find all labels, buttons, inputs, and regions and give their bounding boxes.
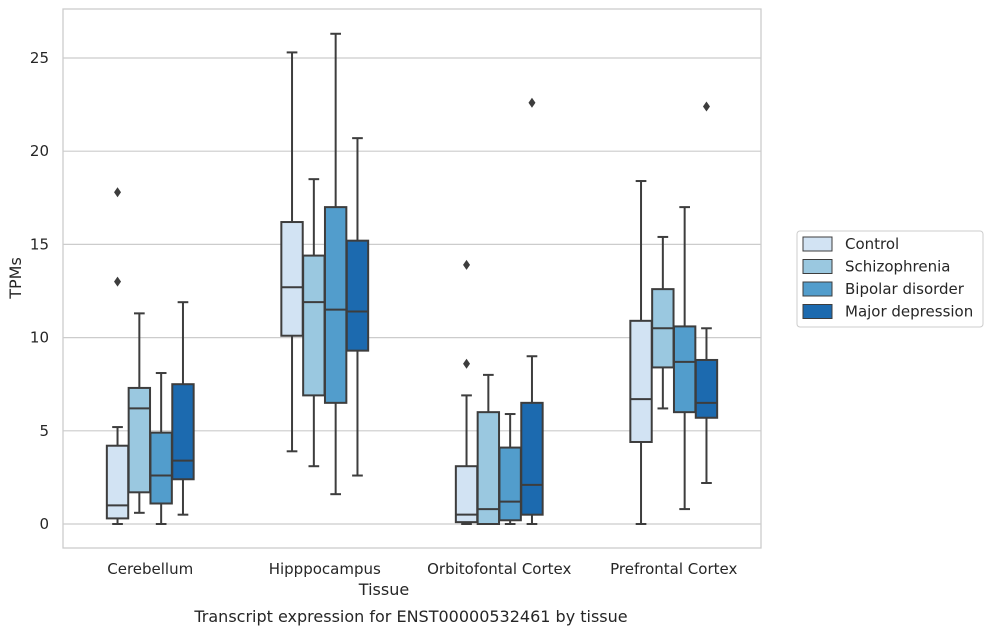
x-tick-labels: Cerebellum Hipppocampus Orbitofontal Corte… (107, 560, 737, 578)
legend-swatch-bipolar-disorder (802, 281, 833, 297)
box-iqr (323, 206, 348, 404)
box-bipolar-disorder-2 (498, 413, 522, 525)
legend-swatch-major-depression (802, 304, 833, 319)
box-iqr (171, 383, 195, 481)
box-iqr (629, 319, 653, 443)
box-iqr (149, 431, 173, 505)
plot-area-frame (62, 8, 762, 549)
box-iqr (520, 401, 544, 516)
legend-swatch-control (802, 236, 833, 252)
x-axis-label: Tissue (358, 580, 409, 599)
box-bipolar-disorder-0 (149, 372, 173, 525)
legend-label: Bipolar disorder (845, 280, 965, 298)
legend-swatch-schizophrenia (802, 259, 833, 274)
box-iqr (302, 254, 326, 397)
box-schizophrenia-1 (302, 178, 326, 468)
y-tick-labels: 0 5 10 15 20 25 (30, 49, 49, 533)
y-axis-label: TPMs (6, 257, 25, 300)
box-schizophrenia-3 (651, 235, 675, 410)
y-tick-label: 25 (30, 49, 49, 67)
box-major-depression-1 (345, 137, 370, 477)
box-schizophrenia-2 (476, 373, 501, 525)
box-major-depression-2 (520, 97, 544, 525)
y-tick-label: 10 (30, 329, 49, 347)
box-bipolar-disorder-1 (323, 32, 348, 496)
y-tick-label: 20 (30, 142, 49, 160)
legend-label: Control (845, 235, 899, 253)
y-tick-label: 5 (39, 422, 49, 440)
x-tick-label: Cerebellum (107, 560, 193, 578)
legend-label: Major depression (845, 303, 973, 321)
box-bipolar-disorder-3 (672, 206, 697, 511)
box-iqr (127, 386, 152, 494)
outlier-point (114, 187, 122, 198)
box-iqr (476, 411, 501, 525)
box-iqr (105, 444, 130, 520)
x-tick-label: Prefrontal Cortex (610, 560, 737, 578)
figure-caption: Transcript expression for ENST0000053246… (193, 607, 627, 626)
legend: Control Schizophrenia Bipolar disorder Majo… (796, 230, 984, 328)
box-iqr (345, 239, 370, 352)
outlier-point (463, 259, 471, 270)
box-major-depression-0 (171, 301, 195, 516)
legend-frame (796, 230, 984, 328)
box-control-2 (454, 259, 479, 525)
y-tick-label: 15 (30, 235, 49, 253)
legend-label: Schizophrenia (845, 258, 950, 276)
x-tick-label: Hipppocampus (269, 560, 381, 578)
outlier-point (528, 97, 536, 108)
box-schizophrenia-0 (127, 312, 152, 514)
outlier-point (463, 358, 471, 369)
x-tick-label: Orbitofontal Cortex (427, 560, 571, 578)
box-iqr (280, 221, 304, 337)
box-control-0 (105, 187, 130, 525)
boxes (105, 32, 719, 525)
y-tick-label: 0 (39, 515, 49, 533)
box-iqr (672, 325, 697, 414)
box-iqr (498, 446, 522, 522)
outlier-point (114, 276, 122, 287)
outlier-point (702, 101, 710, 112)
box-control-3 (629, 180, 653, 525)
box-major-depression-3 (694, 101, 719, 484)
box-control-1 (280, 51, 304, 453)
box-iqr (694, 358, 719, 419)
